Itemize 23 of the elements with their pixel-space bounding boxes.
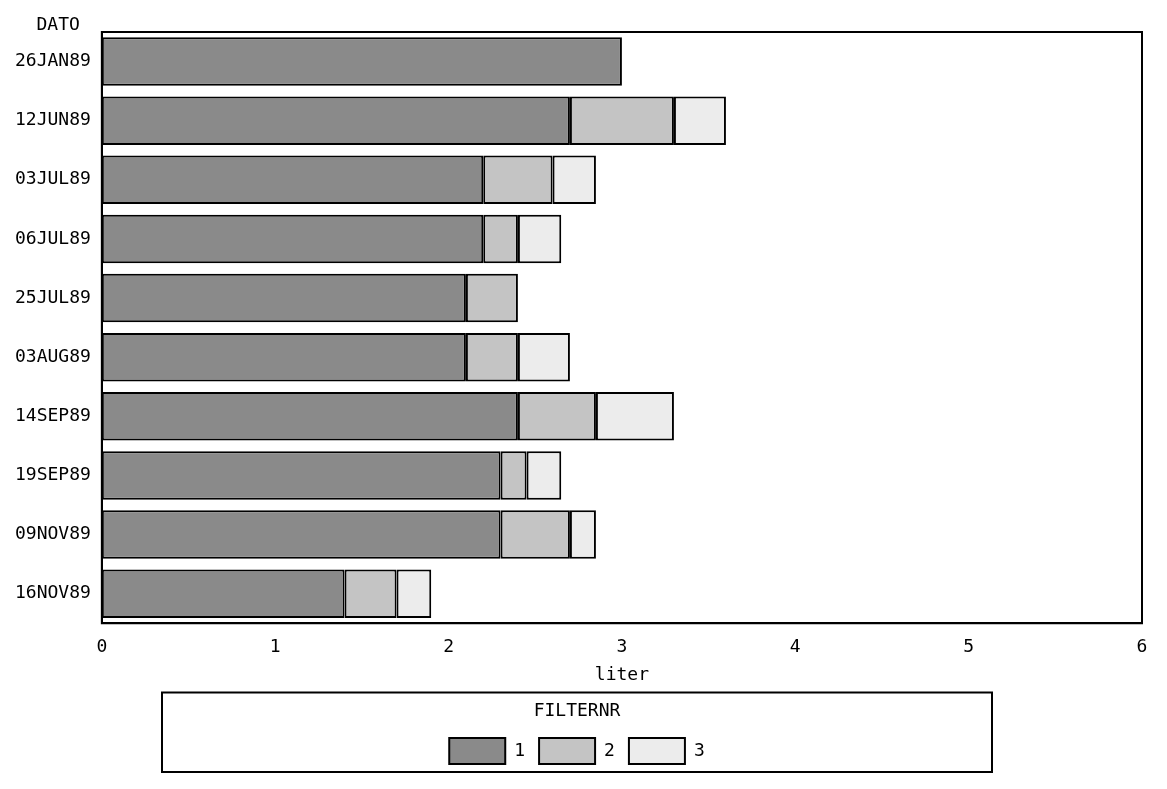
y-tick-label: 06JUL89 — [15, 226, 91, 248]
legend-label: 2 — [604, 738, 615, 760]
x-tick-label: 4 — [789, 634, 801, 656]
y-tick-label: 16NOV89 — [15, 581, 91, 603]
x-tick-label: 3 — [616, 634, 628, 656]
y-tick-label: 12JUN89 — [15, 108, 91, 130]
x-tick-label: 6 — [1136, 634, 1148, 656]
x-tick-label: 1 — [269, 634, 281, 656]
y-tick-label: 26JAN89 — [15, 49, 91, 71]
y-tick-label: 14SEP89 — [15, 403, 91, 425]
legend-label: 1 — [514, 738, 526, 760]
y-tick-label: 19SEP89 — [15, 463, 91, 485]
x-axis-title: liter — [594, 663, 650, 685]
legend-title: FILTERNR — [533, 699, 621, 721]
y-tick-label: 09NOV89 — [15, 522, 91, 544]
y-axis-title: DATO — [36, 12, 80, 34]
y-tick-label: 03JUL89 — [15, 167, 91, 189]
y-tick-label: 25JUL89 — [15, 285, 91, 307]
x-tick-label: 5 — [963, 634, 975, 656]
x-tick-label: 2 — [443, 634, 454, 656]
y-tick-label: 03AUG89 — [15, 344, 91, 366]
legend-label: 3 — [693, 738, 705, 760]
x-tick-label: 0 — [96, 634, 108, 656]
